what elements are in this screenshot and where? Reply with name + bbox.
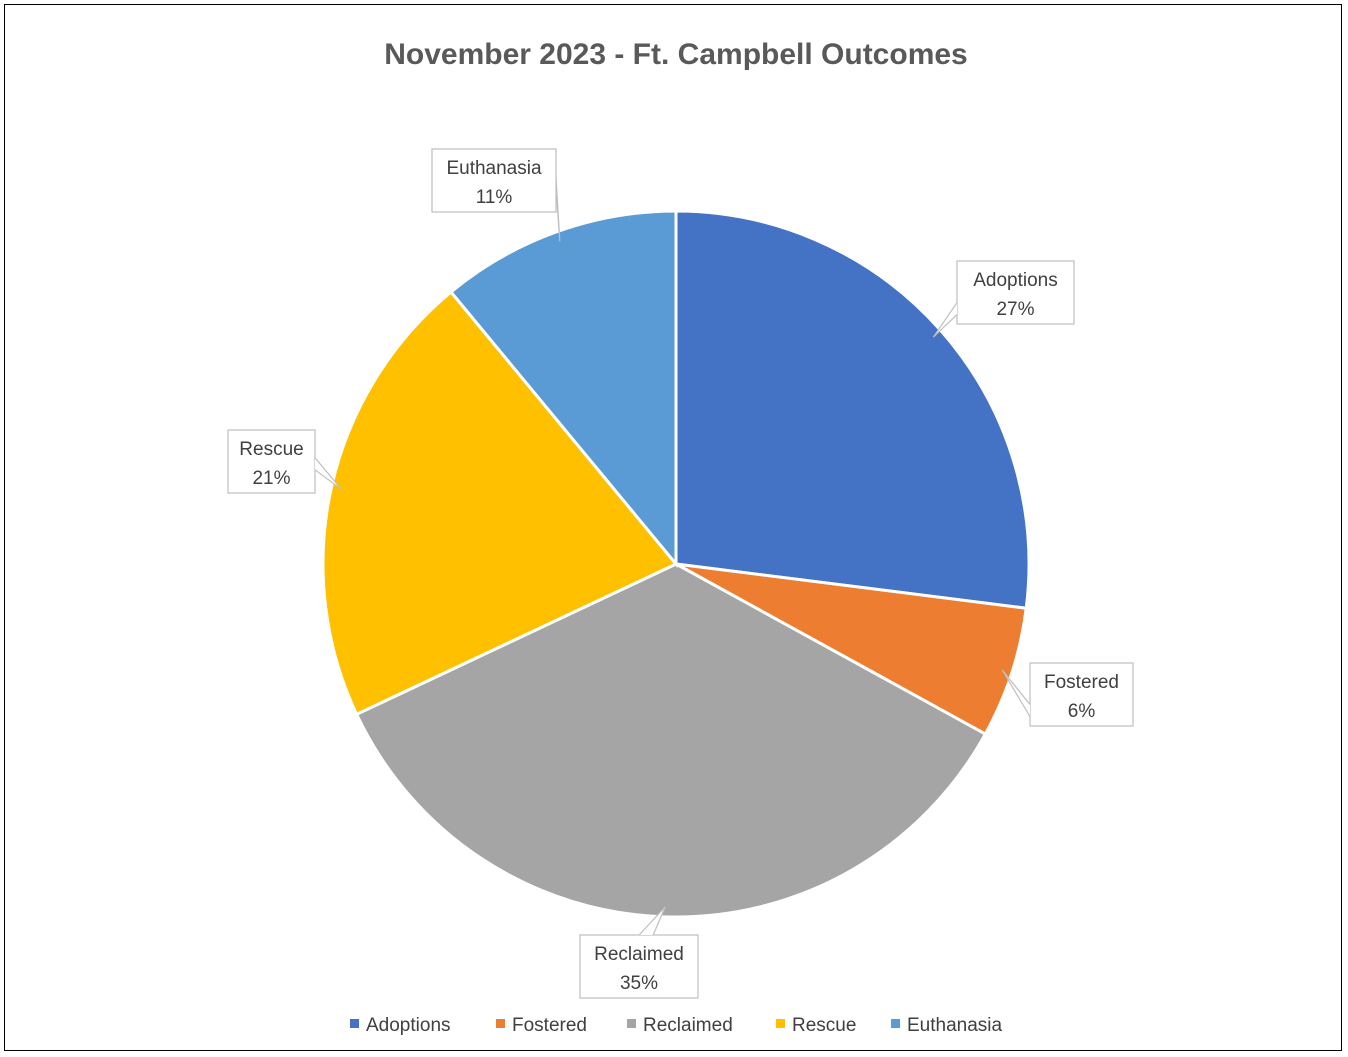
legend-item-rescue: Rescue xyxy=(776,1015,856,1036)
data-label-category: Rescue xyxy=(239,439,303,460)
legend-swatch xyxy=(627,1019,636,1028)
legend-swatch xyxy=(776,1019,785,1028)
legend-item-fostered: Fostered xyxy=(496,1015,587,1036)
legend-label: Fostered xyxy=(512,1015,587,1036)
legend-label: Euthanasia xyxy=(907,1015,1003,1036)
data-label-category: Euthanasia xyxy=(446,158,542,179)
data-label-category: Reclaimed xyxy=(594,944,684,965)
data-label-rescue: Rescue 21% xyxy=(227,429,342,494)
legend-swatch xyxy=(350,1019,359,1028)
data-label-value: 6% xyxy=(1068,701,1096,722)
callout-box xyxy=(956,260,1075,325)
pie-slices xyxy=(321,209,1031,919)
chart-title: November 2023 - Ft. Campbell Outcomes xyxy=(384,38,968,71)
legend-item-reclaimed: Reclaimed xyxy=(627,1015,733,1036)
legend-swatch xyxy=(496,1019,505,1028)
data-label-value: 11% xyxy=(476,187,513,208)
data-label-euthanasia: Euthanasia 11% xyxy=(431,148,561,242)
data-label-value: 21% xyxy=(252,468,290,489)
data-label-value: 35% xyxy=(620,973,658,994)
data-label-value: 27% xyxy=(996,299,1034,320)
callout-pointer xyxy=(314,457,342,490)
data-label-category: Adoptions xyxy=(973,270,1058,291)
data-label-fostered: Fostered 6% xyxy=(1001,662,1134,727)
callout-pointer xyxy=(638,906,666,936)
legend-swatch xyxy=(891,1019,900,1028)
callout-pointer xyxy=(1001,669,1031,717)
data-label-reclaimed: Reclaimed 35% xyxy=(579,906,699,999)
callout-box xyxy=(227,429,316,494)
callout-pointer xyxy=(932,302,958,338)
legend-item-adoptions: Adoptions xyxy=(350,1015,451,1036)
pie-slice-reclaimed xyxy=(354,562,988,919)
callout-box xyxy=(579,934,699,999)
callout-box xyxy=(1029,662,1134,727)
callout-box xyxy=(431,148,557,213)
data-label-callouts: Adoptions 27% Fostered 6% Reclaimed 35% Rescue… xyxy=(227,148,1134,999)
legend-label: Reclaimed xyxy=(643,1015,733,1036)
legend-item-euthanasia: Euthanasia xyxy=(891,1015,1003,1036)
pie-slice-euthanasia xyxy=(448,209,678,569)
callout-pointer xyxy=(555,176,561,242)
data-label-adoptions: Adoptions 27% xyxy=(932,260,1075,338)
legend: Adoptions Fostered Reclaimed Rescue Euthanas… xyxy=(350,1015,1003,1036)
pie-slice-rescue xyxy=(321,289,679,717)
legend-label: Rescue xyxy=(792,1015,856,1036)
pie-slice-fostered xyxy=(675,562,1028,737)
legend-label: Adoptions xyxy=(366,1015,451,1036)
data-label-category: Fostered xyxy=(1044,672,1119,693)
